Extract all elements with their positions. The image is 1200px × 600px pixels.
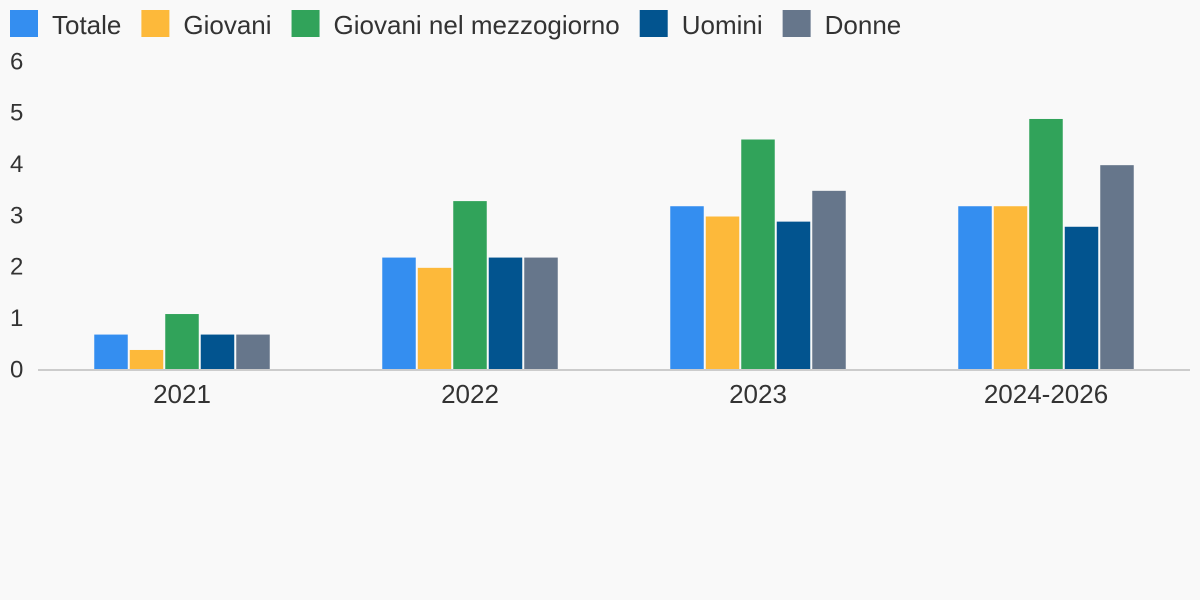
bar — [704, 215, 741, 371]
legend-label: Giovani nel mezzogiorno — [334, 10, 620, 40]
legend-swatch — [291, 10, 320, 37]
bar — [93, 333, 129, 371]
bar — [164, 313, 200, 371]
legend-label: Uomini — [682, 10, 763, 40]
legend-label: Donne — [825, 10, 902, 40]
y-tick-label: 5 — [10, 100, 23, 127]
y-tick-label: 2 — [10, 254, 23, 281]
bar — [1063, 225, 1100, 371]
y-tick-label: 3 — [10, 202, 23, 229]
bar — [235, 333, 271, 371]
legend-swatch — [639, 10, 668, 37]
legend-label: Totale — [52, 10, 121, 40]
x-tick-label: 2021 — [153, 379, 211, 409]
bar — [992, 205, 1029, 371]
bar — [669, 205, 705, 371]
legend-swatch — [782, 10, 811, 37]
legend-swatch — [10, 10, 38, 37]
bar — [1028, 117, 1064, 371]
bar — [487, 256, 524, 371]
bar — [452, 200, 488, 371]
bar — [381, 256, 417, 371]
bar — [199, 333, 236, 371]
bar — [523, 256, 559, 371]
bar — [811, 189, 847, 371]
bar — [775, 220, 812, 371]
y-tick-label: 1 — [10, 305, 23, 332]
bar — [740, 138, 776, 371]
legend-label: Giovani — [183, 10, 271, 40]
x-tick-label: 2022 — [441, 379, 499, 409]
bar — [416, 266, 453, 371]
legend-swatch — [141, 10, 170, 37]
bar — [957, 205, 993, 371]
x-tick-label: 2023 — [729, 379, 787, 409]
y-tick-label: 0 — [10, 356, 23, 383]
x-tick-label: 2024-2026 — [984, 379, 1108, 409]
bar — [128, 348, 165, 371]
bar — [1099, 164, 1135, 371]
y-tick-label: 6 — [10, 48, 23, 75]
y-tick-label: 4 — [10, 151, 23, 178]
